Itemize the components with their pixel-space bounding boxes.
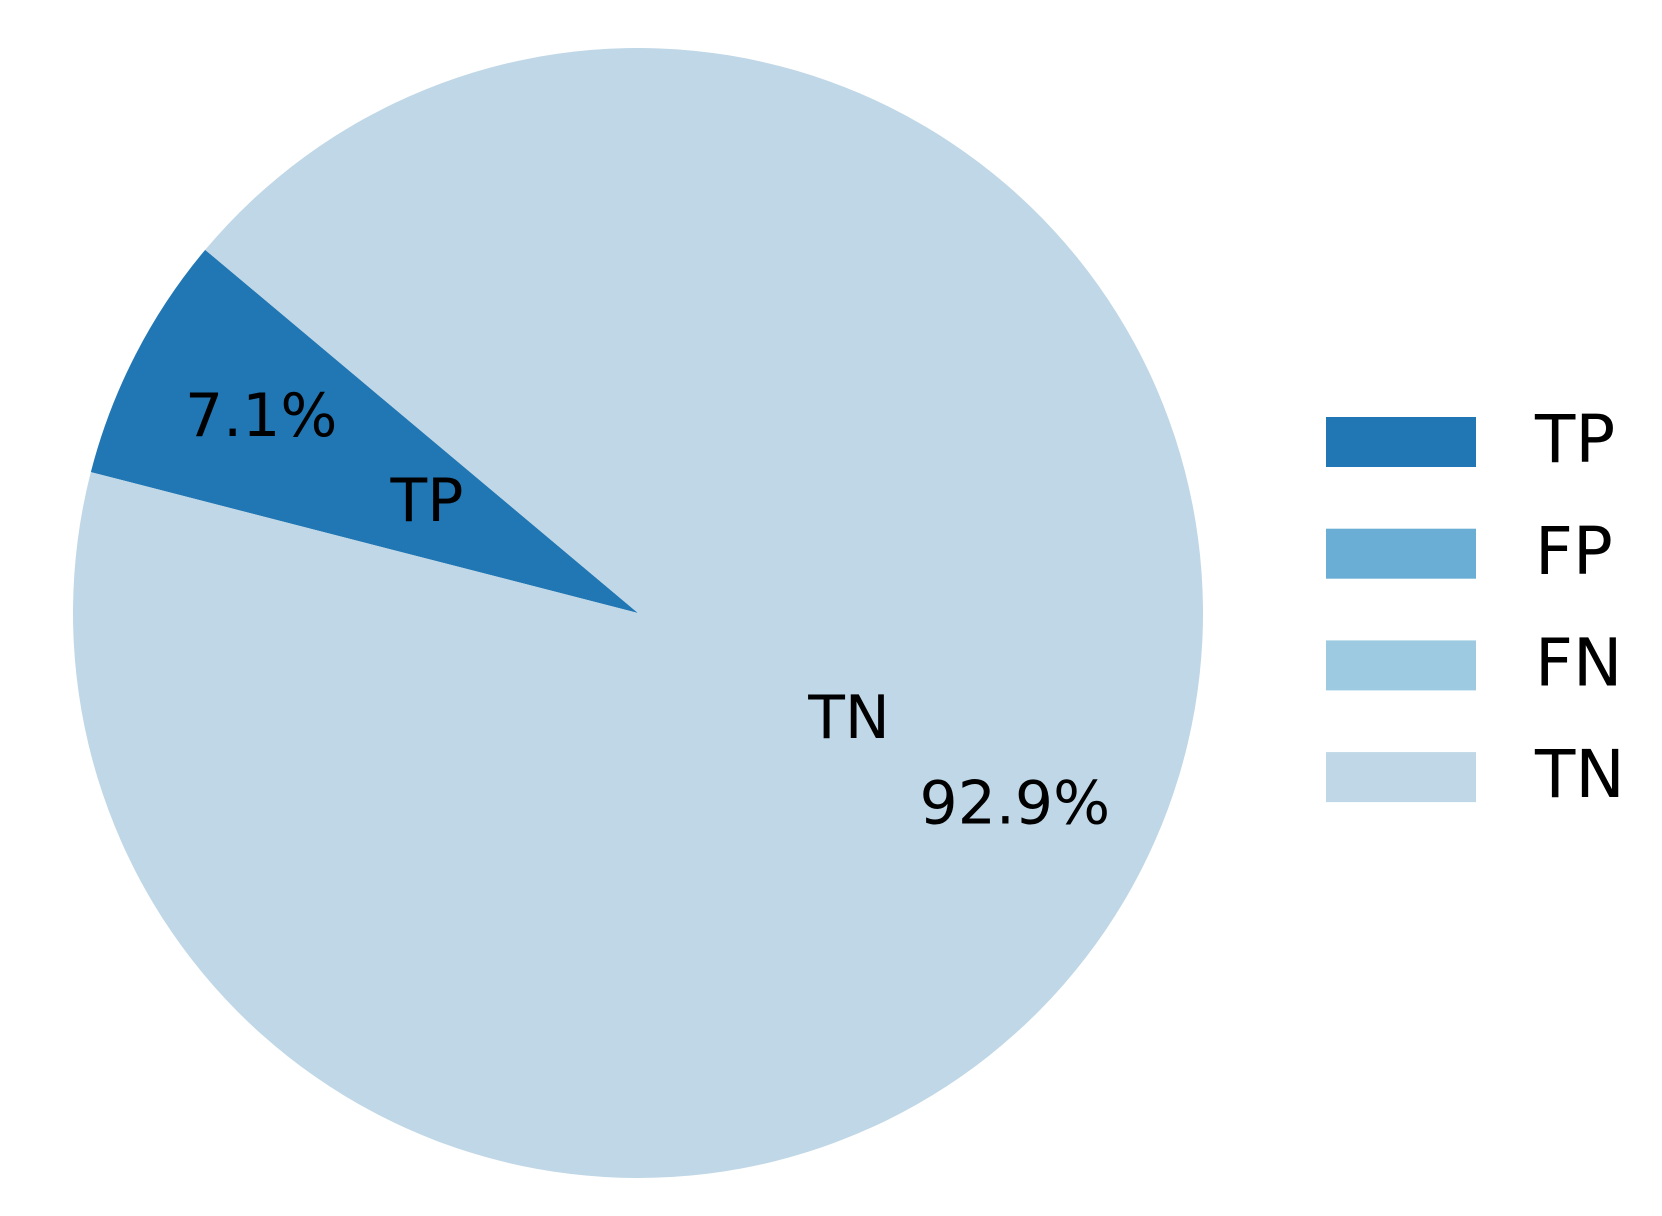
value-label: 7.1% <box>185 381 337 451</box>
legend-swatch <box>1326 528 1476 579</box>
legend-label: TN <box>1534 736 1625 813</box>
legend-label: TP <box>1534 401 1615 478</box>
value-label: 92.9% <box>920 768 1111 838</box>
wedge-label: TN <box>807 683 890 753</box>
pie-wedge <box>72 48 1203 1179</box>
pie-wedge <box>90 249 638 613</box>
legend-swatch <box>1326 417 1476 467</box>
legend-swatch <box>1326 752 1476 803</box>
legend-label: FP <box>1535 513 1613 590</box>
wedge-label: TP <box>390 466 464 536</box>
legend-swatch <box>1326 640 1476 691</box>
legend-label: FN <box>1535 624 1622 701</box>
